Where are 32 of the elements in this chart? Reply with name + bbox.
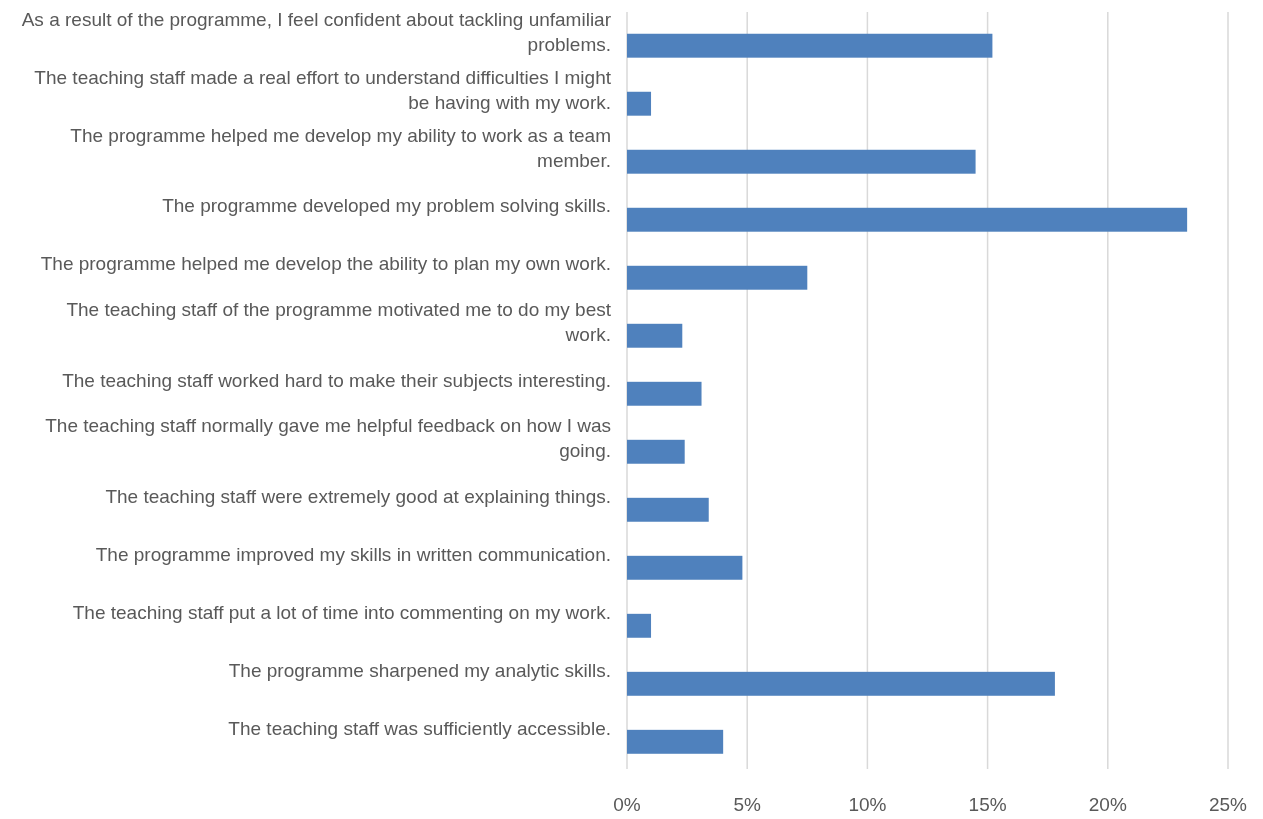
bar	[627, 497, 709, 522]
y-tick-label: The teaching staff normally gave me helpful feedback on how I was going.	[45, 415, 611, 462]
bar	[627, 613, 652, 638]
y-tick-label: The programme helped me develop the ability to plan my own work.	[40, 253, 611, 275]
y-tick-label: As a result of the programme, I feel confident about tackling unfamiliar problems.	[21, 8, 612, 55]
x-tick-label: 10%	[848, 794, 887, 815]
y-tick-label: The programme developed my problem solving skills.	[162, 195, 611, 217]
bar	[627, 265, 808, 290]
y-tick-label: The teaching staff were extremely good at explaining things.	[105, 485, 611, 507]
y-tick-label: The teaching staff made a real effort to understand difficulties I might be having with my work.	[34, 66, 612, 113]
bar	[627, 323, 683, 348]
x-tick-label: 25%	[1208, 794, 1248, 815]
y-tick-label: The teaching staff worked hard to make their subjects interesting.	[62, 369, 611, 391]
bar	[627, 91, 652, 116]
x-tick-label: 5%	[733, 794, 762, 815]
bar	[627, 555, 743, 580]
bar	[627, 381, 702, 406]
y-tick-label: The programme sharpened my analytic skills.	[228, 659, 611, 681]
y-tick-label: The teaching staff of the programme motivated me to do my best work.	[66, 298, 612, 345]
bar	[627, 149, 976, 174]
bar	[627, 439, 685, 464]
bar	[627, 671, 1055, 696]
y-tick-label: The programme improved my skills in written communication.	[95, 543, 611, 565]
bar	[627, 207, 1188, 232]
x-tick-label: 20%	[1088, 794, 1127, 815]
y-tick-label: The teaching staff put a lot of time into commenting on my work.	[72, 601, 611, 623]
bar	[627, 729, 724, 754]
x-tick-label: 0%	[613, 794, 641, 815]
x-tick-label: 15%	[968, 794, 1007, 815]
y-tick-label: The teaching staff was sufficiently accessible.	[228, 717, 611, 739]
bar	[627, 33, 993, 58]
y-tick-label: The programme helped me develop my ability to work as a team member.	[70, 124, 611, 171]
